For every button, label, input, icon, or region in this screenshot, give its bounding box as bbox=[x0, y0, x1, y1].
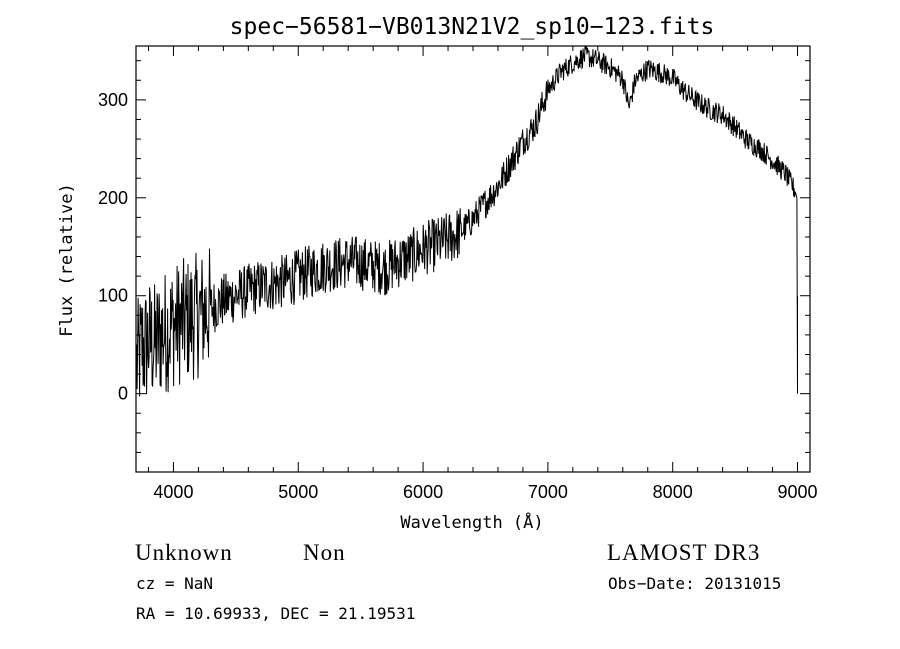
spectrum-series-line bbox=[136, 45, 798, 397]
redshift-cz: cz = NaN bbox=[136, 574, 213, 593]
y-tick-label: 100 bbox=[98, 286, 128, 306]
x-tick-label: 6000 bbox=[403, 482, 443, 502]
plot-area: 4000 5000 6000 7000 8000 9000 0 100 200 300 bbox=[98, 45, 818, 502]
observation-date: Obs−Date: 20131015 bbox=[608, 574, 781, 593]
axis-ticks: 4000 5000 6000 7000 8000 9000 0 100 200 300 bbox=[98, 46, 818, 502]
survey-name: LAMOST DR3 bbox=[607, 540, 760, 565]
x-tick-label: 5000 bbox=[278, 482, 318, 502]
y-tick-label: 200 bbox=[98, 188, 128, 208]
object-subclass: Non bbox=[303, 540, 346, 565]
x-axis-label: Wavelength (Å) bbox=[400, 511, 543, 533]
y-tick-label: 0 bbox=[118, 384, 128, 404]
x-tick-label: 8000 bbox=[653, 482, 693, 502]
plot-frame bbox=[135, 45, 811, 473]
y-axis-label: Flux (relative) bbox=[57, 183, 77, 337]
y-tick-label: 300 bbox=[98, 90, 128, 110]
x-tick-label: 7000 bbox=[528, 482, 568, 502]
x-tick-label: 9000 bbox=[777, 482, 817, 502]
ra-dec-coordinates: RA = 10.69933, DEC = 21.19531 bbox=[136, 604, 415, 623]
object-class: Unknown bbox=[135, 540, 233, 565]
x-tick-label: 4000 bbox=[153, 482, 193, 502]
chart-title: spec−56581−VB013N21V2_sp10−123.fits bbox=[230, 14, 715, 40]
